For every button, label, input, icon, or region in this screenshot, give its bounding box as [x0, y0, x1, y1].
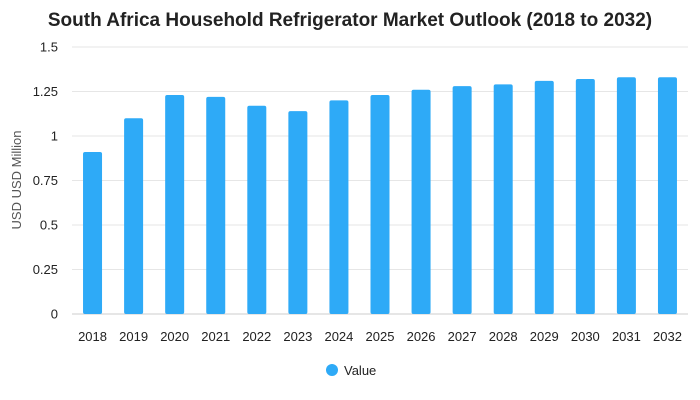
x-tick-label: 2027	[448, 329, 477, 344]
bar-2032[interactable]	[657, 77, 677, 314]
bar-2023[interactable]	[288, 111, 308, 314]
x-tick-label: 2019	[119, 329, 148, 344]
x-tick-label: 2023	[283, 329, 312, 344]
bar-2020[interactable]	[165, 95, 185, 314]
bars	[83, 77, 677, 315]
y-axis-label: USD USD Million	[9, 131, 24, 230]
legend-swatch	[326, 364, 338, 376]
x-tick-label: 2024	[324, 329, 353, 344]
bar-2030[interactable]	[575, 79, 595, 314]
x-tick-label: 2030	[571, 329, 600, 344]
x-tick-label: 2021	[201, 329, 230, 344]
legend-label: Value	[344, 363, 376, 378]
bar-2024[interactable]	[329, 100, 349, 315]
bar-2027[interactable]	[452, 86, 472, 314]
y-tick-label: 1.25	[33, 84, 58, 99]
bar-2029[interactable]	[534, 80, 554, 314]
x-tick-label: 2020	[160, 329, 189, 344]
bar-2019[interactable]	[124, 118, 144, 314]
y-tick-label: 0	[51, 307, 58, 322]
y-tick-label: 1	[51, 129, 58, 144]
bar-2031[interactable]	[616, 77, 636, 314]
x-axis-ticks: 2018 2019 2020 2021 2022 2023 2024 2025 2026 2027…	[78, 329, 682, 344]
bar-2022[interactable]	[247, 105, 267, 315]
x-tick-label: 2031	[612, 329, 641, 344]
y-tick-label: 0.5	[40, 218, 58, 233]
x-tick-label: 2018	[78, 329, 107, 344]
bar-2018[interactable]	[83, 152, 103, 314]
x-tick-label: 2025	[366, 329, 395, 344]
x-tick-label: 2029	[530, 329, 559, 344]
y-axis-ticks: 0 0.25 0.5 0.75 1 1.25 1.5	[33, 40, 58, 322]
x-tick-label: 2032	[653, 329, 682, 344]
bar-2028[interactable]	[493, 84, 513, 314]
bar-2021[interactable]	[206, 96, 226, 314]
bar-2026[interactable]	[411, 89, 431, 314]
legend[interactable]: Value	[326, 363, 376, 378]
bar-2025[interactable]	[370, 95, 390, 314]
y-tick-label: 0.25	[33, 262, 58, 277]
x-tick-label: 2022	[242, 329, 271, 344]
y-tick-label: 0.75	[33, 173, 58, 188]
chart-title: South Africa Household Refrigerator Mark…	[48, 10, 652, 31]
y-tick-label: 1.5	[40, 40, 58, 55]
x-tick-label: 2028	[489, 329, 518, 344]
x-tick-label: 2026	[407, 329, 436, 344]
